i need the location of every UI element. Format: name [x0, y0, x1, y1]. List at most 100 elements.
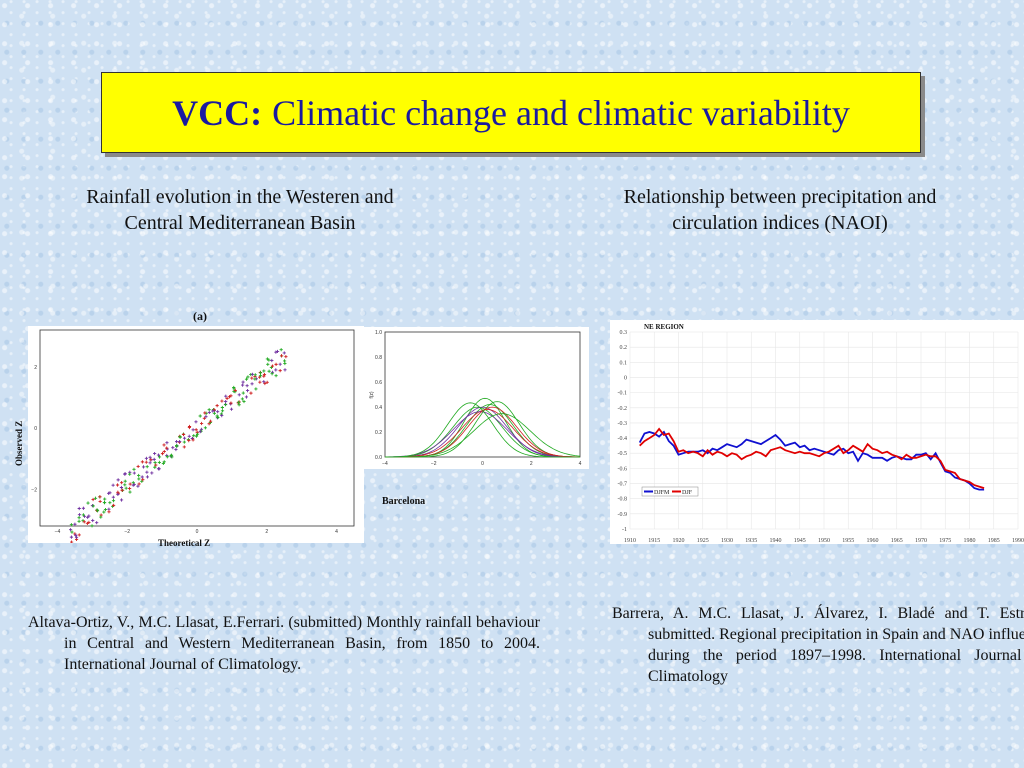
density-plot: −4 −2 0 2 4 1.0 0.8 0.6 0.4 0.2 0.0 f(z)	[369, 330, 582, 467]
scatter-point	[165, 455, 169, 459]
scatter-point	[103, 497, 107, 501]
scatter-point	[194, 434, 199, 438]
qq-scatter-figure: −4 −2 0 2 4 2 0 −2 Observed Z Theoretical Z	[14, 326, 364, 548]
scatter-point	[220, 414, 224, 418]
y-tick-label: -0.1	[618, 391, 628, 397]
scatter-point	[266, 362, 270, 366]
scatter-point	[115, 483, 120, 487]
scatter-ylabel: Observed Z	[14, 420, 24, 466]
scatter-point	[162, 443, 166, 447]
scatter-point	[99, 515, 103, 519]
scatter-point	[258, 374, 263, 378]
scatter-point	[244, 395, 249, 399]
y-tick-label: 0	[624, 375, 627, 381]
scatter-point	[137, 482, 141, 486]
x-tick-label: 1930	[721, 538, 733, 544]
scatter-point	[116, 492, 120, 496]
scatter-point	[279, 348, 283, 352]
scatter-point	[212, 411, 216, 415]
scatter-point	[81, 513, 85, 517]
scatter-point	[69, 535, 74, 539]
scatter-point	[154, 463, 158, 467]
scatter-point	[211, 409, 215, 413]
scatter-point	[220, 409, 225, 413]
scatter-point	[144, 456, 149, 460]
left-reference: Altava-Ortiz, V., M.C. Llasat, E.Ferrari…	[28, 614, 540, 673]
scatter-point	[141, 465, 146, 469]
scatter-point	[178, 435, 182, 439]
scatter-point	[137, 473, 141, 478]
scatter-point	[91, 518, 95, 523]
density-x-tick: 4	[579, 461, 582, 467]
scatter-point	[282, 351, 286, 355]
scatter-point	[244, 377, 249, 381]
scatter-point	[265, 380, 269, 384]
scatter-point	[245, 389, 250, 393]
density-x-tick: −2	[431, 461, 437, 467]
scatter-point	[153, 451, 157, 456]
scatter-point	[144, 460, 148, 464]
legend-label: DJF	[682, 490, 693, 496]
scatter-point	[70, 530, 74, 534]
scatter-point	[137, 477, 141, 481]
x-tick-label: 1975	[939, 538, 951, 544]
left-heading: Rainfall evolution in the Westeren and C…	[20, 184, 460, 236]
scatter-point	[119, 485, 124, 490]
y-tick-label: -1	[622, 527, 627, 533]
scatter-point	[145, 475, 150, 479]
density-x-tick: 0	[481, 461, 484, 467]
density-curve	[385, 406, 580, 458]
scatter-point	[198, 414, 202, 418]
scatter-point	[128, 490, 132, 494]
scatter-point	[216, 410, 220, 414]
scatter-point	[98, 499, 102, 504]
scatter-point	[103, 507, 108, 512]
density-y-tick: 0.2	[375, 430, 382, 436]
scatter-point	[68, 528, 73, 532]
scatter-point	[246, 375, 250, 379]
title-acronym: VCC:	[172, 92, 263, 133]
scatter-point	[225, 396, 229, 401]
scatter-point	[250, 372, 255, 376]
scatter-point	[258, 380, 262, 384]
x-tick-label: 1945	[794, 538, 806, 544]
scatter-point	[262, 369, 266, 373]
scatter-point	[123, 479, 127, 483]
right-heading: Relationship between precipitation and c…	[560, 184, 1000, 236]
scatter-point	[224, 400, 228, 404]
scatter-point	[111, 483, 115, 487]
scatter-point	[250, 382, 254, 386]
scatter-point	[81, 506, 86, 510]
density-curve	[385, 406, 580, 458]
scatter-point	[162, 449, 166, 454]
scatter-point	[204, 415, 208, 419]
scatter-point	[262, 373, 267, 377]
scatter-point	[203, 426, 207, 430]
scatter-point	[108, 501, 112, 505]
density-y-tick: 0.0	[375, 455, 382, 461]
scatter-point	[82, 520, 86, 524]
scatter-point	[141, 478, 145, 482]
chart-title: NE REGION	[644, 323, 684, 331]
legend-label: DJFM	[654, 490, 670, 496]
scatter-point	[145, 465, 149, 469]
scatter-point	[95, 521, 99, 525]
scatter-point	[77, 506, 81, 511]
scatter-y-tick: 0	[34, 426, 37, 432]
scatter-point	[284, 355, 288, 359]
scatter-point	[69, 540, 74, 544]
scatter-point	[278, 362, 282, 366]
scatter-point	[165, 446, 169, 450]
scatter-point	[157, 460, 161, 465]
scatter-point	[224, 394, 228, 398]
title-text: Climatic change and climatic variability	[272, 92, 850, 133]
scatter-point	[111, 499, 116, 503]
scatter-point	[123, 483, 127, 487]
density-curve	[384, 402, 580, 458]
density-curve	[385, 411, 581, 458]
scatter-point	[181, 432, 186, 437]
scatter-point	[274, 374, 278, 378]
scatter-point	[229, 401, 233, 405]
scatter-point	[102, 510, 106, 514]
scatter-point	[91, 497, 95, 502]
